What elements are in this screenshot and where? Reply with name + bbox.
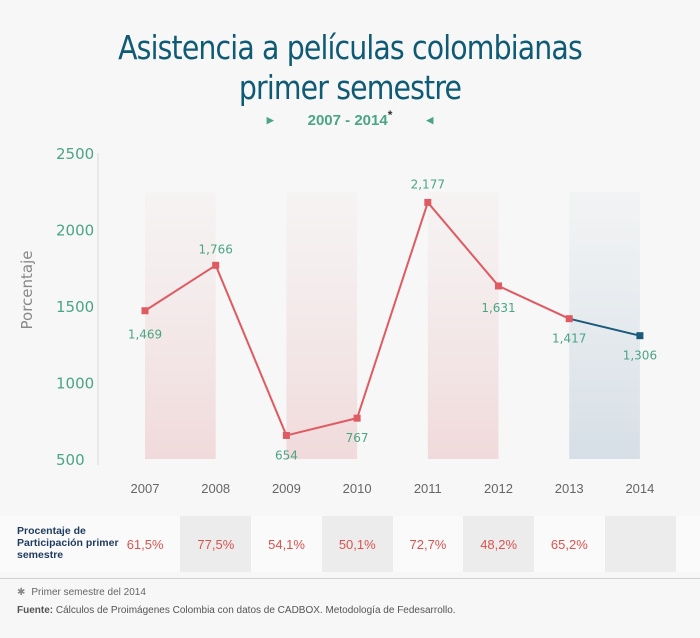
source-label: Fuente: <box>17 605 54 616</box>
series-segment <box>356 202 429 419</box>
chart-title-line2: primer semestre <box>238 68 462 107</box>
participation-cell: 72,7% <box>409 536 447 552</box>
data-label: 767 <box>346 431 369 445</box>
chart-title-line1: Asistencia a películas colombianas <box>118 28 583 67</box>
data-label: 654 <box>275 448 298 462</box>
y-tick-label: 1000 <box>56 375 94 393</box>
x-tick-label: 2014 <box>625 481 654 496</box>
chart-subtitle: ▶ 2007 - 2014* ◀ <box>0 108 700 129</box>
divider <box>0 578 700 579</box>
x-tick-label: 2009 <box>272 481 301 496</box>
background-band <box>286 192 358 459</box>
x-tick-label: 2007 <box>131 481 160 496</box>
x-tick-label: 2013 <box>555 481 584 496</box>
footnote-asterisk: ✱ <box>17 587 26 598</box>
participation-table: Procentaje de Participación primer semes… <box>0 516 700 572</box>
footnote: ✱ Primer semestre del 2014 <box>17 587 146 598</box>
highlight-band <box>569 192 640 459</box>
x-tick-label: 2012 <box>484 481 513 496</box>
data-point <box>424 198 432 206</box>
series-segment <box>568 317 641 337</box>
data-point <box>212 261 220 269</box>
participation-cell: 61,5% <box>126 536 164 552</box>
series-segment <box>286 417 358 437</box>
participation-cell: 54,1% <box>268 536 305 552</box>
participation-cell: 77,5% <box>180 516 252 572</box>
footnote-text: Primer semestre del 2014 <box>31 587 146 598</box>
participation-cell <box>604 516 676 572</box>
y-tick-label: 1500 <box>56 298 94 316</box>
subtitle-years: 2007 - 2014 <box>307 112 388 129</box>
x-tick-label: 2011 <box>414 481 442 496</box>
background-band <box>145 192 216 459</box>
x-tick-label: 2008 <box>201 481 230 496</box>
right-arrow-icon: ▶ <box>266 115 274 125</box>
series-segment <box>427 201 500 287</box>
data-label: 1,631 <box>481 301 515 315</box>
background-band <box>427 192 499 459</box>
participation-cell: 48,2% <box>463 516 535 572</box>
data-point <box>636 332 644 340</box>
data-label: 1,417 <box>552 332 586 346</box>
subtitle-asterisk: * <box>387 108 393 122</box>
y-tick-label: 2500 <box>56 145 94 163</box>
data-point <box>565 315 573 323</box>
participation-cell: 50,1% <box>321 516 393 572</box>
series-segment <box>214 264 288 436</box>
participation-row-label: Procentaje de Participación primer semes… <box>17 525 119 561</box>
data-point <box>353 414 361 422</box>
series-segment <box>498 285 570 320</box>
series-segment <box>144 264 217 312</box>
data-label: 1,306 <box>623 349 657 363</box>
left-arrow-icon: ◀ <box>426 115 434 125</box>
y-tick-label: 2000 <box>56 222 94 240</box>
x-tick-label: 2010 <box>343 481 372 496</box>
data-point <box>141 307 149 315</box>
participation-cell: 65,2% <box>550 536 588 552</box>
data-label: 2,177 <box>411 177 445 191</box>
data-point <box>495 282 502 290</box>
y-axis-label: Porcentaje <box>18 251 36 330</box>
line-chart: 2500 2000 1500 1000 500 Porcentaje 2007 2008 200… <box>18 145 657 496</box>
data-label: 1,766 <box>199 242 233 256</box>
source-note: Fuente: Cálculos de Proimágenes Colombia… <box>17 605 456 616</box>
data-label: 1,469 <box>128 328 162 342</box>
y-tick-label: 500 <box>56 451 85 469</box>
data-point <box>282 431 290 439</box>
source-text: Cálculos de Proimágenes Colombia con dat… <box>55 605 456 616</box>
